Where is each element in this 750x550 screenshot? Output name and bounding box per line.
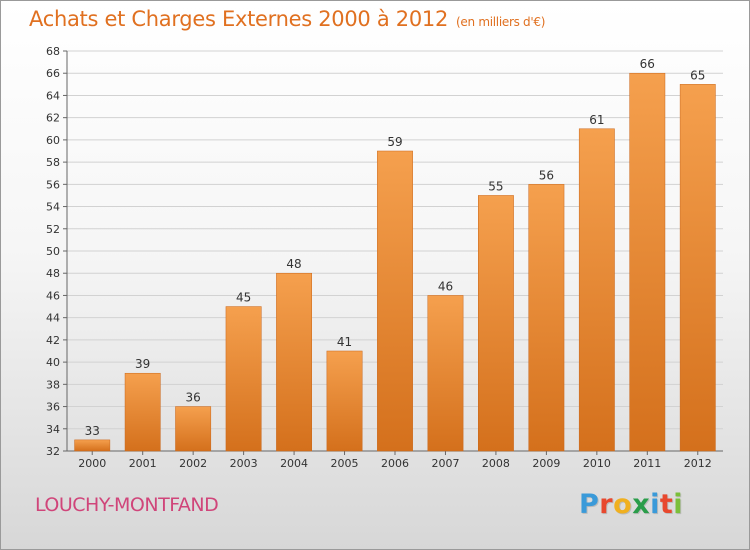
x-tick-label: 2012	[684, 457, 712, 470]
y-tick-label: 36	[46, 401, 60, 414]
data-label: 48	[286, 257, 301, 271]
data-label: 59	[387, 135, 402, 149]
x-tick-label: 2004	[280, 457, 308, 470]
x-tick-label: 2002	[179, 457, 207, 470]
x-tick-label: 2000	[78, 457, 106, 470]
x-tick-label: 2005	[331, 457, 359, 470]
y-tick-label: 50	[46, 245, 60, 258]
data-label: 39	[135, 357, 150, 371]
logo-letter: t	[659, 489, 674, 520]
y-tick-label: 52	[46, 223, 60, 236]
y-tick-label: 38	[46, 378, 60, 391]
y-tick-label: 62	[46, 112, 60, 125]
data-label: 66	[640, 57, 655, 71]
y-tick-label: 46	[46, 289, 60, 302]
bar-2009	[528, 184, 565, 452]
bar-2004	[276, 272, 312, 452]
bar-2012	[679, 84, 716, 452]
axes: 32 34 36 38 40 42 44 46 48 50 52 54 56 58 60 62 64 66 68 20…	[46, 45, 723, 470]
bar-2000	[74, 439, 111, 452]
x-tick-label: 2001	[129, 457, 157, 470]
y-tick-label: 68	[46, 45, 60, 58]
data-label: 61	[589, 113, 604, 127]
data-label: 65	[690, 68, 705, 82]
data-label: 56	[539, 168, 554, 182]
x-tick-label: 2007	[431, 457, 459, 470]
data-labels: 33 39 36 45 48 41 59 46 55 56 61 66 65	[85, 57, 706, 438]
data-label: 46	[438, 279, 453, 293]
logo-letter: i	[650, 489, 660, 520]
bar-2001	[124, 372, 161, 452]
y-tick-label: 58	[46, 156, 60, 169]
y-tick-label: 34	[46, 423, 60, 436]
bar-2008	[478, 195, 514, 452]
logo-letter: x	[632, 489, 651, 520]
bar-2005	[326, 350, 363, 452]
bar-2011	[629, 72, 666, 452]
data-label: 33	[85, 424, 100, 438]
bar-2006	[377, 150, 413, 452]
data-label: 41	[337, 335, 352, 349]
y-tick-label: 54	[46, 201, 60, 214]
logo-letter: r	[599, 489, 614, 520]
location-label: LOUCHY-MONTFAND	[35, 494, 219, 516]
bars	[74, 72, 716, 452]
logo-letter: o	[613, 489, 633, 520]
x-tick-label: 2003	[230, 457, 258, 470]
y-tick-label: 44	[46, 312, 60, 325]
logo-letter: P	[579, 489, 600, 520]
bar-2010	[578, 128, 615, 452]
chart-subtitle: (en milliers d'€)	[456, 15, 546, 29]
y-tick-label: 48	[46, 267, 60, 280]
x-tick-label: 2008	[482, 457, 510, 470]
chart-title: Achats et Charges Externes 2000 à 2012 (e…	[29, 7, 546, 31]
logo-letter: i	[673, 489, 684, 520]
x-tick-label: 2009	[532, 457, 560, 470]
data-label: 45	[236, 291, 251, 305]
data-label: 55	[488, 179, 503, 193]
bar-2007	[427, 295, 464, 452]
data-label: 36	[186, 391, 201, 405]
y-tick-label: 66	[46, 67, 60, 80]
y-tick-label: 64	[46, 89, 60, 102]
y-tick-label: 42	[46, 334, 60, 347]
x-tick-label: 2011	[633, 457, 661, 470]
bar-2002	[175, 406, 212, 452]
x-tick-label: 2006	[381, 457, 409, 470]
x-tick-label: 2010	[583, 457, 611, 470]
y-tick-label: 40	[46, 356, 60, 369]
y-tick-label: 60	[46, 134, 60, 147]
proxiti-logo: Proxiti	[579, 489, 683, 520]
y-tick-label: 56	[46, 178, 60, 191]
bar-2003	[225, 306, 262, 452]
y-tick-label: 32	[46, 445, 60, 458]
